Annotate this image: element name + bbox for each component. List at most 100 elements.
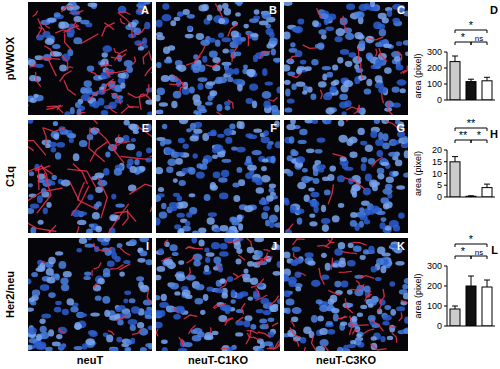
nucleus xyxy=(325,263,331,271)
stain xyxy=(363,329,374,334)
stain xyxy=(272,323,278,326)
nucleus xyxy=(404,278,408,284)
nucleus xyxy=(403,293,408,299)
nucleus xyxy=(225,68,235,75)
nucleus xyxy=(322,177,330,182)
nucleus xyxy=(301,176,311,183)
nucleus xyxy=(326,120,332,124)
nucleus xyxy=(89,224,94,228)
stain xyxy=(28,138,34,151)
nucleus xyxy=(40,262,45,269)
stain xyxy=(64,81,76,96)
stain xyxy=(28,141,46,156)
nucleus xyxy=(88,330,97,335)
stain xyxy=(328,184,333,204)
nucleus xyxy=(32,290,40,297)
nucleus xyxy=(338,242,345,249)
nucleus xyxy=(196,171,205,178)
nucleus xyxy=(389,281,395,287)
nucleus xyxy=(67,298,75,305)
stain xyxy=(44,46,53,56)
stain xyxy=(102,23,115,37)
nucleus xyxy=(222,49,229,54)
stain xyxy=(340,317,348,319)
nucleus xyxy=(156,218,161,226)
nucleus xyxy=(210,182,216,189)
nucleus xyxy=(332,215,340,222)
nucleus xyxy=(357,313,363,317)
significance-label: ** xyxy=(459,129,468,141)
y-tick-label: 100 xyxy=(427,79,442,89)
nucleus xyxy=(356,68,364,73)
nucleus xyxy=(156,167,163,174)
stain xyxy=(242,303,246,314)
nucleus xyxy=(87,194,93,200)
y-tick xyxy=(444,173,447,174)
nucleus xyxy=(202,56,207,63)
nucleus xyxy=(205,102,213,106)
nucleus xyxy=(156,310,162,316)
stain xyxy=(165,240,169,246)
nucleus xyxy=(243,320,250,327)
nucleus xyxy=(245,133,253,138)
nucleus xyxy=(178,138,185,144)
nucleus xyxy=(196,33,204,40)
y-tick-label: 15 xyxy=(432,157,442,167)
nucleus xyxy=(258,348,264,351)
nucleus xyxy=(48,329,54,336)
nucleus xyxy=(28,345,33,350)
nucleus xyxy=(73,153,80,161)
nucleus xyxy=(284,274,289,281)
nucleus xyxy=(287,170,293,176)
nucleus xyxy=(206,252,215,257)
nucleus xyxy=(287,98,295,103)
nucleus xyxy=(118,73,126,78)
nucleus xyxy=(77,248,82,252)
nucleus xyxy=(246,98,254,104)
bar xyxy=(450,162,460,197)
nucleus xyxy=(360,255,366,260)
nucleus xyxy=(161,340,168,344)
stain xyxy=(114,48,120,54)
nucleus xyxy=(267,143,272,149)
nucleus xyxy=(365,174,372,182)
nucleus xyxy=(334,281,341,288)
stain xyxy=(238,255,245,260)
nucleus xyxy=(217,134,225,138)
nucleus xyxy=(375,277,382,281)
stain xyxy=(99,247,112,251)
nucleus xyxy=(341,281,349,288)
nucleus xyxy=(245,315,253,321)
stain xyxy=(132,329,141,334)
nucleus xyxy=(206,81,215,85)
nucleus xyxy=(192,238,198,244)
nucleus xyxy=(340,322,347,326)
nucleus xyxy=(53,133,59,140)
stain xyxy=(101,86,116,92)
nucleus xyxy=(360,141,367,146)
nucleus xyxy=(178,260,184,265)
nucleus xyxy=(179,180,186,186)
stain xyxy=(292,74,301,77)
nucleus xyxy=(382,133,388,141)
nucleus xyxy=(29,171,34,176)
nucleus xyxy=(332,263,338,267)
stain xyxy=(320,90,322,99)
stain xyxy=(369,291,371,297)
bar xyxy=(450,309,460,326)
nucleus xyxy=(124,120,130,126)
nucleus xyxy=(236,147,246,153)
stain xyxy=(328,290,340,295)
nucleus xyxy=(400,88,406,93)
stain xyxy=(78,112,85,115)
stain xyxy=(28,166,53,174)
nucleus xyxy=(359,207,364,212)
stain xyxy=(67,67,73,69)
nucleus xyxy=(298,140,307,144)
stain xyxy=(388,101,393,115)
nucleus xyxy=(377,168,385,174)
nucleus xyxy=(236,248,242,254)
nucleus xyxy=(213,144,223,152)
nucleus xyxy=(364,88,372,94)
micrograph xyxy=(28,238,152,351)
